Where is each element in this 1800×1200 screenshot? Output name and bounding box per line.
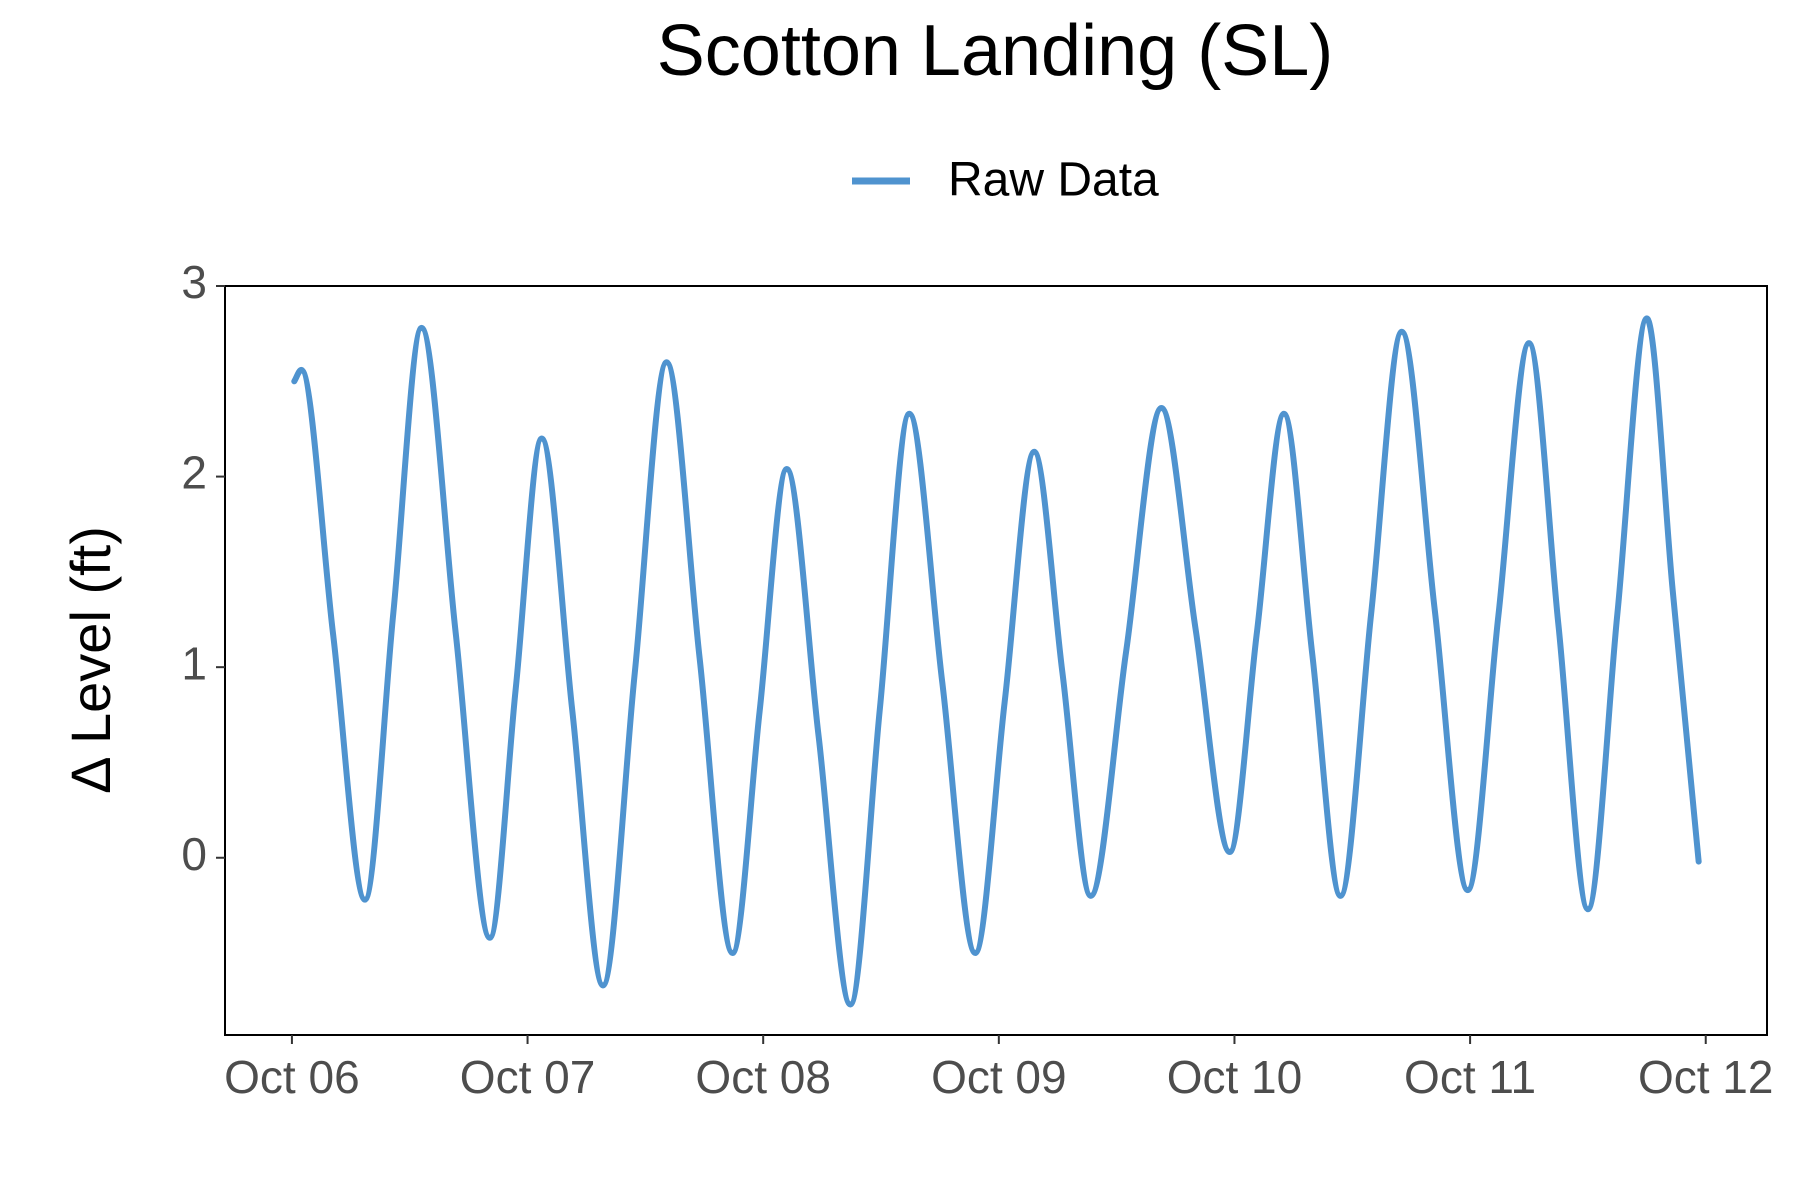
chart-title: Scotton Landing (SL) [657, 11, 1333, 91]
x-tick-label: Oct 12 [1638, 1051, 1774, 1103]
x-tick-label: Oct 09 [931, 1051, 1067, 1103]
y-tick-label: 2 [181, 447, 207, 499]
legend-label: Raw Data [948, 154, 1159, 207]
legend: Raw Data [852, 154, 1159, 207]
x-tick-label: Oct 07 [460, 1051, 596, 1103]
data-line [291, 315, 1702, 1008]
x-tick-label: Oct 06 [224, 1051, 360, 1103]
plot-border [224, 285, 1768, 1036]
y-tick-label: 0 [181, 828, 207, 880]
y-tick-label: 3 [181, 256, 207, 308]
x-tick-label: Oct 08 [695, 1051, 831, 1103]
y-axis-title: Δ Level (ft) [59, 526, 122, 794]
x-tick-label: Oct 11 [1404, 1051, 1536, 1103]
y-tick-label: 1 [181, 637, 207, 689]
x-tick-label: Oct 10 [1167, 1051, 1303, 1103]
